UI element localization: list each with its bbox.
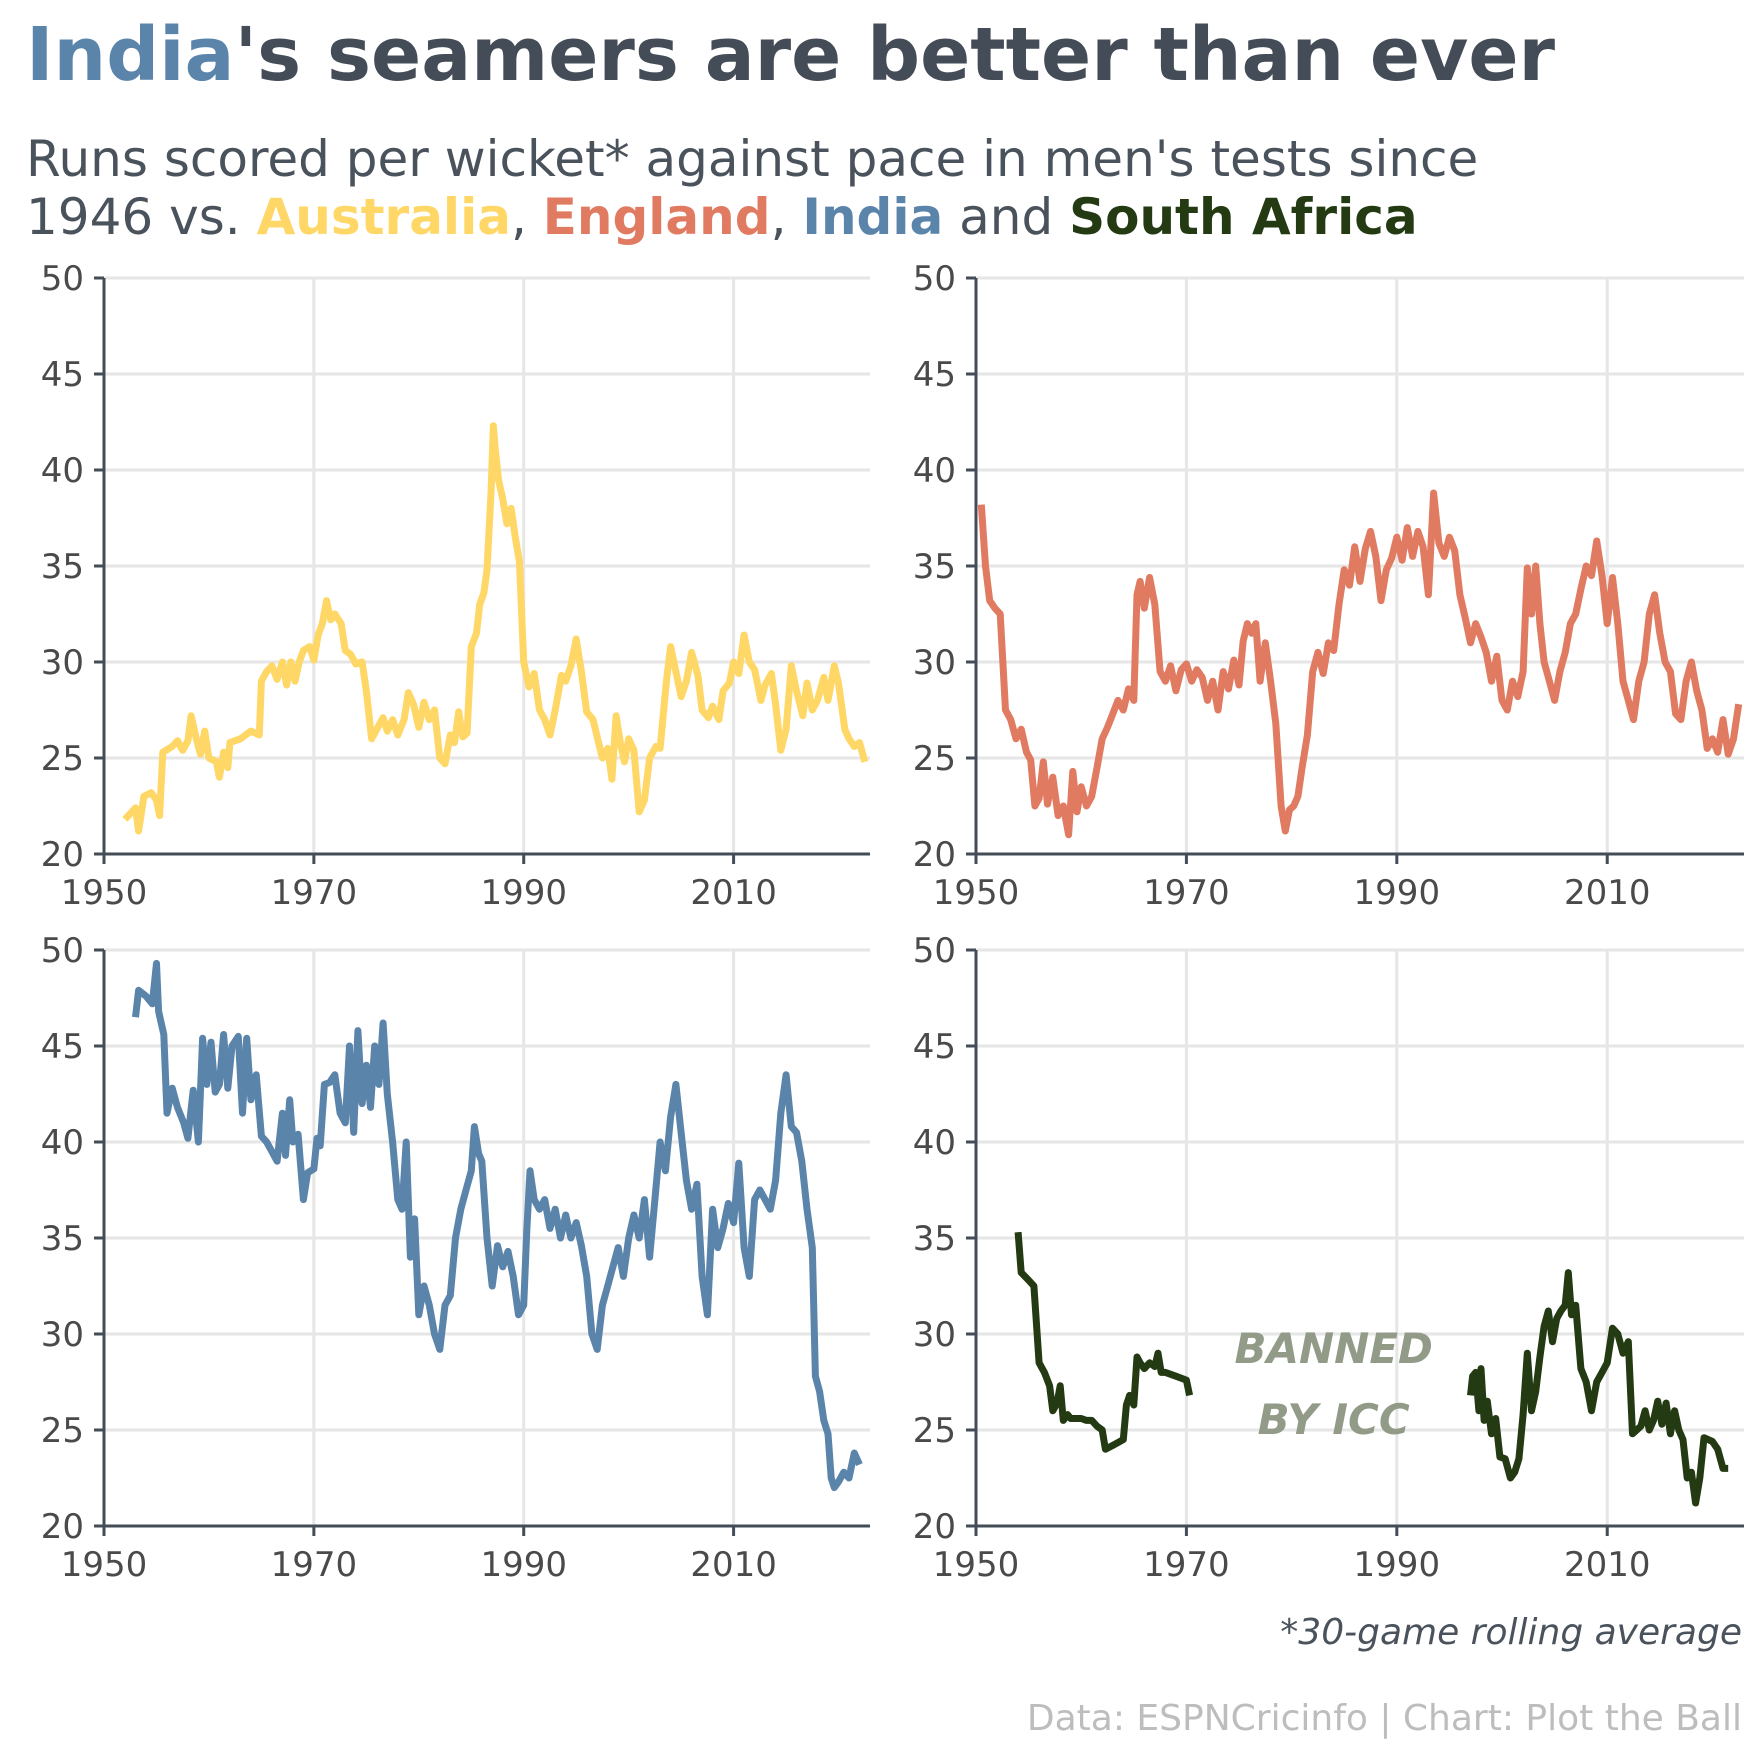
y-tick-label-50: 50 xyxy=(41,931,84,971)
y-tick-label-25: 25 xyxy=(913,1411,956,1451)
subtitle-separator-1: , xyxy=(510,188,543,246)
x-tick-label-1990: 1990 xyxy=(1354,873,1441,913)
y-tick-label-45: 45 xyxy=(41,355,84,395)
x-tick-label-1990: 1990 xyxy=(1354,1545,1441,1585)
subtitle-separator-3: and xyxy=(943,188,1070,246)
title-rest: 's seamers are better than ever xyxy=(234,12,1556,98)
y-tick-label-25: 25 xyxy=(41,1411,84,1451)
subtitle-team-australia: Australia xyxy=(256,188,511,246)
panel-south-africa: 20 25 30 35 40 45 50 1950 1970 1990 2010 BANNED BY I… xyxy=(913,931,1744,1585)
y-tick-label-50: 50 xyxy=(913,931,956,971)
y-tick-label-35: 35 xyxy=(913,547,956,587)
y-tick-label-40: 40 xyxy=(913,1123,956,1163)
y-tick-label-30: 30 xyxy=(913,1315,956,1355)
series-line-south-africa-2 xyxy=(1467,1269,1729,1507)
series-line-south-africa-1 xyxy=(1014,1231,1194,1453)
x-tick-label-1970: 1970 xyxy=(1143,1545,1230,1585)
y-tick-label-35: 35 xyxy=(913,1219,956,1259)
series-line-australia-1 xyxy=(122,422,869,835)
subtitle-team-south-africa: South Africa xyxy=(1069,188,1418,246)
x-tick-label-1990: 1990 xyxy=(480,873,567,913)
y-tick-label-35: 35 xyxy=(41,547,84,587)
x-tick-label-1970: 1970 xyxy=(271,1545,358,1585)
subtitle-separator-2: , xyxy=(770,188,803,246)
y-tick-label-35: 35 xyxy=(41,1219,84,1259)
y-tick-label-20: 20 xyxy=(913,1507,956,1547)
x-tick-label-1990: 1990 xyxy=(480,1545,567,1585)
annotation-banned: BANNED xyxy=(1235,1324,1433,1373)
y-tick-label-20: 20 xyxy=(913,835,956,875)
y-tick-label-25: 25 xyxy=(41,739,84,779)
x-tick-label-2010: 2010 xyxy=(1564,873,1651,913)
x-tick-label-2010: 2010 xyxy=(1564,1545,1651,1585)
y-tick-label-30: 30 xyxy=(41,643,84,683)
series-line-india-1 xyxy=(132,959,863,1492)
x-tick-label-1970: 1970 xyxy=(1143,873,1230,913)
y-tick-label-45: 45 xyxy=(913,1027,956,1067)
y-tick-label-40: 40 xyxy=(41,451,84,491)
y-tick-label-30: 30 xyxy=(913,643,956,683)
y-tick-label-45: 45 xyxy=(913,355,956,395)
panel-australia: 20 25 30 35 40 45 50 1950 1970 1990 2010 xyxy=(41,259,870,913)
x-tick-label-1950: 1950 xyxy=(933,1545,1020,1585)
y-tick-label-25: 25 xyxy=(913,739,956,779)
y-tick-label-40: 40 xyxy=(41,1123,84,1163)
subtitle-line-1: Runs scored per wicket* against pace in … xyxy=(26,130,1479,188)
x-tick-label-1950: 1950 xyxy=(933,873,1020,913)
y-tick-label-50: 50 xyxy=(913,259,956,299)
subtitle-team-india: India xyxy=(802,188,944,246)
panel-india: 20 25 30 35 40 45 50 1950 1970 1990 2010 xyxy=(41,931,870,1585)
y-tick-label-40: 40 xyxy=(913,451,956,491)
y-tick-label-30: 30 xyxy=(41,1315,84,1355)
y-tick-label-45: 45 xyxy=(41,1027,84,1067)
chart-title: India's seamers are better than ever xyxy=(26,12,1555,98)
x-tick-label-1950: 1950 xyxy=(61,1545,148,1585)
y-tick-label-20: 20 xyxy=(41,1507,84,1547)
x-tick-label-2010: 2010 xyxy=(690,1545,777,1585)
subtitle-team-england: England xyxy=(542,188,771,246)
data-credit: Data: ESPNCricinfo | Chart: Plot the Bal… xyxy=(1026,1698,1742,1739)
x-tick-label-1970: 1970 xyxy=(271,873,358,913)
panel-england: 20 25 30 35 40 45 50 1950 1970 1990 2010 xyxy=(913,259,1744,913)
annotation-by-icc: BY ICC xyxy=(1258,1395,1410,1444)
x-tick-label-2010: 2010 xyxy=(690,873,777,913)
title-highlight-india: India xyxy=(26,12,235,98)
y-tick-label-20: 20 xyxy=(41,835,84,875)
x-tick-label-1950: 1950 xyxy=(61,873,148,913)
y-tick-label-50: 50 xyxy=(41,259,84,299)
subtitle-prefix: 1946 vs. xyxy=(26,188,257,246)
series-line-england-1 xyxy=(977,489,1743,839)
footnote: *30-game rolling average xyxy=(1280,1612,1742,1653)
subtitle-line-2: 1946 vs. Australia, England, India and S… xyxy=(26,188,1418,246)
